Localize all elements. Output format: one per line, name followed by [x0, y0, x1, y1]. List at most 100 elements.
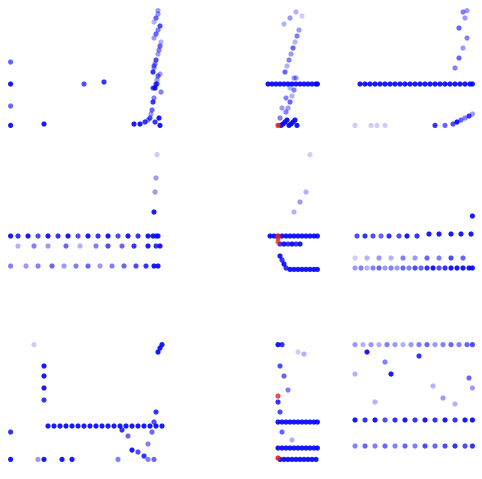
- scatter-point: [294, 123, 299, 128]
- scatter-point: [284, 117, 289, 122]
- scatter-point: [448, 231, 453, 236]
- scatter-point: [151, 63, 156, 68]
- scatter-point: [23, 263, 28, 268]
- scatter-point: [452, 65, 457, 70]
- scatter-point: [448, 255, 453, 260]
- scatter-point: [131, 243, 136, 248]
- scatter-point: [388, 265, 393, 270]
- scatter-point: [63, 423, 68, 428]
- scatter-point: [382, 123, 387, 128]
- scatter-point: [55, 233, 60, 238]
- scatter-point: [408, 342, 413, 347]
- scatter-point: [154, 81, 159, 86]
- scatter-point: [275, 123, 280, 128]
- scatter-point: [372, 81, 377, 86]
- scatter-point: [460, 45, 465, 50]
- scatter-point: [400, 255, 405, 260]
- scatter-point: [105, 243, 110, 248]
- scatter-point: [275, 399, 280, 404]
- scatter-point: [400, 265, 405, 270]
- scatter-point: [297, 199, 302, 204]
- scatter-point: [293, 9, 298, 14]
- scatter-point: [392, 81, 397, 86]
- scatter-point: [352, 417, 357, 422]
- scatter-point: [460, 265, 465, 270]
- scatter-point: [152, 189, 157, 194]
- scatter-point: [452, 443, 457, 448]
- scatter-point: [417, 81, 422, 86]
- scatter-point: [362, 233, 367, 238]
- scatter-point: [454, 265, 459, 270]
- scatter-point: [294, 33, 299, 38]
- scatter-plot-5: [160, 152, 320, 272]
- scatter-point: [99, 423, 104, 428]
- scatter-point: [362, 443, 367, 448]
- scatter-point: [456, 342, 461, 347]
- scatter-point: [15, 233, 20, 238]
- scatter-point: [41, 121, 46, 126]
- scatter-point: [432, 417, 437, 422]
- scatter-point: [464, 8, 469, 13]
- scatter-point: [374, 123, 379, 128]
- scatter-point: [352, 342, 357, 347]
- scatter-point: [8, 103, 13, 108]
- scatter-point: [35, 233, 40, 238]
- scatter-point: [436, 255, 441, 260]
- scatter-point: [414, 233, 419, 238]
- scatter-point: [352, 123, 357, 128]
- scatter-point: [462, 417, 467, 422]
- scatter-point: [61, 263, 66, 268]
- scatter-point: [370, 233, 375, 238]
- scatter-point: [430, 383, 435, 388]
- scatter-point: [129, 423, 134, 428]
- scatter-point: [115, 233, 120, 238]
- scatter-point: [452, 401, 457, 406]
- scatter-point: [412, 265, 417, 270]
- scatter-point: [442, 81, 447, 86]
- scatter-point: [392, 417, 397, 422]
- scatter-point: [285, 105, 290, 110]
- scatter-point: [69, 457, 74, 462]
- scatter-point: [392, 342, 397, 347]
- scatter-point: [382, 359, 387, 364]
- scatter-point: [412, 417, 417, 422]
- scatter-point: [284, 63, 289, 68]
- scatter-point: [362, 417, 367, 422]
- scatter-point: [275, 393, 280, 398]
- scatter-point: [370, 265, 375, 270]
- scatter-point: [464, 35, 469, 40]
- scatter-point: [307, 152, 312, 157]
- scatter-point: [364, 255, 369, 260]
- scatter-point: [352, 265, 357, 270]
- scatter-point: [424, 265, 429, 270]
- scatter-point: [69, 423, 74, 428]
- scatter-point: [277, 363, 282, 368]
- scatter-point: [119, 243, 124, 248]
- scatter-point: [372, 417, 377, 422]
- scatter-point: [292, 117, 297, 122]
- scatter-point: [8, 263, 13, 268]
- scatter-point: [457, 81, 462, 86]
- scatter-point: [470, 213, 475, 218]
- scatter-point: [145, 243, 150, 248]
- scatter-point: [275, 455, 280, 460]
- scatter-point: [397, 81, 402, 86]
- scatter-point: [150, 85, 155, 90]
- scatter-point: [153, 409, 158, 414]
- scatter-point: [367, 81, 372, 86]
- scatter-point: [368, 342, 373, 347]
- scatter-point: [8, 233, 13, 238]
- scatter-point: [75, 423, 80, 428]
- scatter-point: [95, 233, 100, 238]
- scatter-point: [151, 457, 156, 462]
- scatter-point: [386, 233, 391, 238]
- scatter-point: [442, 265, 447, 270]
- scatter-point: [448, 265, 453, 270]
- scatter-point: [41, 397, 46, 402]
- scatter-point: [291, 209, 296, 214]
- scatter-point: [141, 453, 146, 458]
- scatter-point: [430, 265, 435, 270]
- scatter-point: [357, 81, 362, 86]
- scatter-panel-9: [315, 342, 475, 462]
